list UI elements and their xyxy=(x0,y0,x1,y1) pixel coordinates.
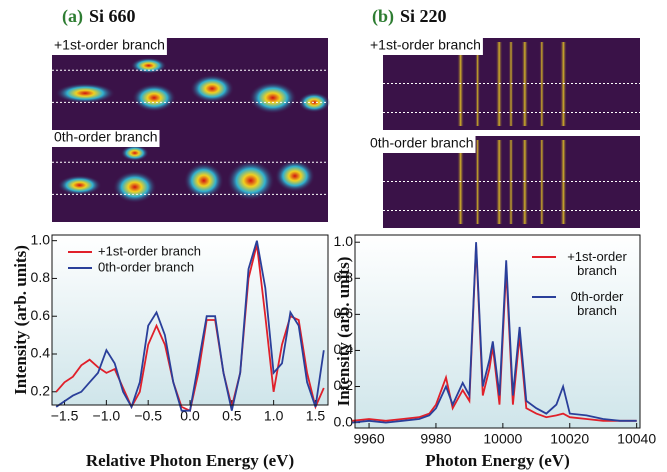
y-tick-label: 0.6 xyxy=(31,307,51,323)
y-tick-label: 0.8 xyxy=(31,269,51,285)
legend-label: +1st-order branch xyxy=(567,249,627,278)
heatmap-spot xyxy=(57,175,102,196)
y-tick-label: 0.0 xyxy=(334,413,354,429)
image-label: 0th-order branch xyxy=(370,135,474,151)
y-tick-label: 1.0 xyxy=(334,233,354,249)
image-label-box xyxy=(368,38,483,55)
image-label-box xyxy=(368,136,476,153)
heatmap-spot xyxy=(55,83,116,104)
heatmap-spot xyxy=(248,81,297,114)
panel-title: (b) Si 220 xyxy=(372,6,447,27)
image-label-box xyxy=(52,38,167,55)
heatmap-streak xyxy=(539,140,545,224)
plot-frame xyxy=(354,234,641,429)
x-tick-label: 1.0 xyxy=(264,408,284,424)
heatmap-spot xyxy=(183,162,224,199)
panel-title: (a) Si 660 xyxy=(62,6,136,27)
x-tick-label: 9960 xyxy=(353,431,384,447)
x-tick-label: 0.5 xyxy=(222,408,242,424)
heatmap-spot xyxy=(132,83,177,112)
y-tick-label: 0.8 xyxy=(334,269,354,285)
heatmap-spot xyxy=(120,145,149,161)
y-tick-label: 0.4 xyxy=(31,345,51,361)
line-series xyxy=(352,242,637,424)
y-tick-label: 0.2 xyxy=(31,382,51,398)
y-tick-label: 0.2 xyxy=(334,377,354,393)
y-axis-label: Intensity (arb. units) xyxy=(334,257,353,407)
heatmap-spot xyxy=(274,160,315,192)
heatmap-streak xyxy=(475,42,481,126)
image-label: +1st-order branch xyxy=(370,37,481,53)
y-tick-label: 1.0 xyxy=(31,231,51,247)
x-tick-label: −0.5 xyxy=(134,408,162,424)
x-axis-label: Relative Photon Energy (eV) xyxy=(86,451,294,470)
x-tick-label: 10040 xyxy=(617,431,656,447)
panel-label: (a) xyxy=(62,6,83,27)
panel-title-text: Si 220 xyxy=(400,6,447,26)
heatmap-streak xyxy=(475,140,481,224)
y-tick-label: 0.6 xyxy=(334,305,354,321)
plot-area xyxy=(52,235,328,405)
heatmap-spot xyxy=(190,74,235,103)
x-tick-label: −1.5 xyxy=(51,408,79,424)
x-tick-label: 10020 xyxy=(550,431,589,447)
plot-area xyxy=(355,235,640,428)
plot-frame xyxy=(51,234,329,406)
x-tick-label: 1.5 xyxy=(306,408,326,424)
image-label: 0th-order branch xyxy=(54,129,158,145)
y-tick-label: 0.4 xyxy=(334,341,354,357)
legend-label: +1st-order branch xyxy=(98,243,201,258)
heatmap-spot xyxy=(112,171,157,204)
x-tick-label: 0.0 xyxy=(180,408,200,424)
y-axis-label: Intensity (arb. units) xyxy=(11,245,30,395)
image-label: +1st-order branch xyxy=(54,37,165,53)
line-series xyxy=(55,240,325,412)
heatmap-spot xyxy=(298,92,331,113)
x-tick-label: 10000 xyxy=(483,431,522,447)
heatmap-spot xyxy=(226,160,275,201)
heatmap-streak xyxy=(539,42,545,126)
panel-title-text: Si 660 xyxy=(89,6,136,26)
x-tick-label: 9980 xyxy=(420,431,451,447)
image-label-box xyxy=(52,130,160,147)
x-tick-label: −1.0 xyxy=(93,408,121,424)
panel-label: (b) xyxy=(372,6,394,27)
legend-label: 0th-order branch xyxy=(570,289,624,318)
heatmap-spot xyxy=(130,57,167,74)
x-axis-label: Photon Energy (eV) xyxy=(425,451,569,470)
legend-label: 0th-order branch xyxy=(98,259,194,274)
